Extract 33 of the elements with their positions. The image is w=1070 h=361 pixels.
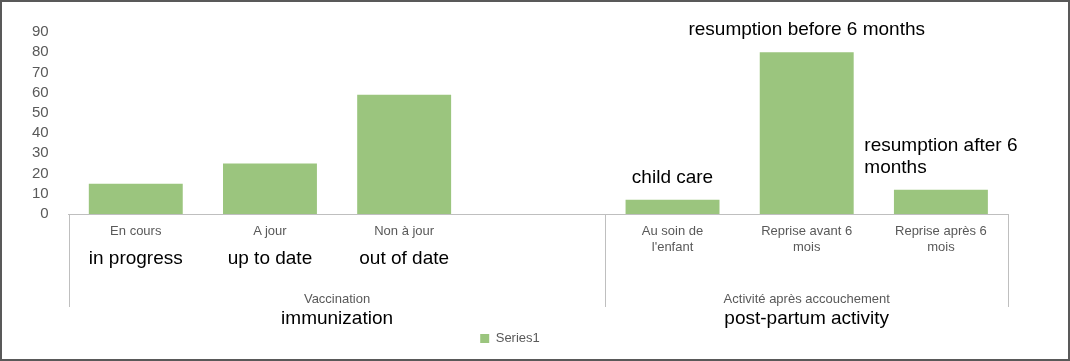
bar	[88, 183, 183, 214]
y-tick-label: 60	[32, 82, 49, 100]
y-tick-label: 30	[32, 143, 49, 161]
y-tick-label: 70	[32, 62, 49, 80]
text: post-partum activity	[724, 307, 890, 329]
x-tick-label: En cours	[110, 223, 162, 239]
text: out of date	[359, 247, 450, 269]
y-tick-label: 80	[32, 42, 49, 60]
annotation: child care	[631, 166, 714, 188]
bar	[223, 163, 317, 214]
text: immunization	[281, 307, 394, 329]
bar	[759, 52, 854, 214]
x-tick-label: Non à jour	[374, 223, 435, 239]
annotation: resumption before 6 months	[688, 18, 926, 40]
y-tick-label: 0	[40, 204, 49, 222]
y-tick-label: 50	[32, 103, 49, 121]
y-tick-label: 40	[32, 123, 49, 141]
text: Activité après accouchement	[723, 290, 891, 306]
text: up to date	[227, 247, 313, 269]
legend-label: Series1	[495, 330, 540, 346]
x-tick-label: A jour	[253, 223, 288, 239]
bar	[625, 199, 720, 214]
y-tick-label: 90	[32, 22, 49, 40]
x-tick-label: Au soin de l'enfant	[641, 223, 704, 254]
x-tick-label: Reprise après 6 mois	[895, 223, 987, 254]
x-tick-label: Reprise avant 6 mois	[761, 223, 853, 254]
bar	[357, 94, 452, 214]
annotation: resumption after 6 months	[864, 133, 1018, 177]
text: Vaccination	[303, 290, 371, 306]
text: in progress	[88, 247, 183, 269]
y-tick-label: 20	[32, 163, 49, 181]
y-tick-label: 10	[32, 183, 49, 201]
bar	[893, 189, 988, 214]
